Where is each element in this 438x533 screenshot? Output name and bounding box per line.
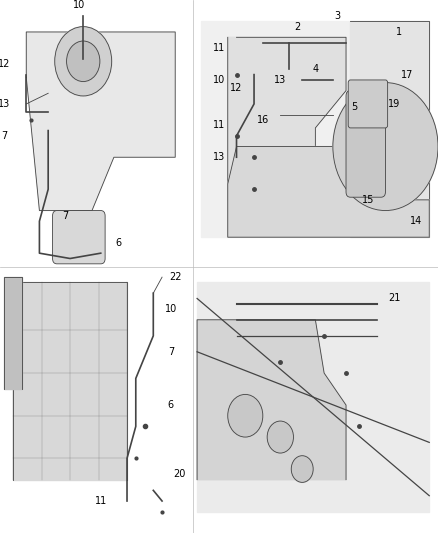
Polygon shape (228, 147, 429, 237)
Polygon shape (228, 37, 346, 200)
Polygon shape (13, 282, 127, 480)
Text: 14: 14 (410, 216, 422, 226)
Text: 6: 6 (115, 238, 121, 247)
Text: 12: 12 (0, 59, 11, 69)
Text: 7: 7 (1, 131, 7, 141)
Text: 20: 20 (173, 470, 186, 479)
Text: 11: 11 (213, 120, 225, 130)
Text: 13: 13 (213, 152, 225, 162)
Text: 11: 11 (213, 43, 225, 53)
Text: 15: 15 (362, 195, 374, 205)
FancyBboxPatch shape (346, 91, 385, 197)
Text: 4: 4 (312, 64, 318, 74)
Text: 10: 10 (213, 75, 225, 85)
Circle shape (333, 83, 438, 211)
Text: 10: 10 (73, 1, 85, 10)
Text: 21: 21 (388, 294, 400, 303)
Text: 13: 13 (274, 75, 286, 85)
Polygon shape (26, 32, 175, 211)
Text: 3: 3 (334, 11, 340, 21)
Circle shape (67, 41, 100, 82)
Polygon shape (197, 282, 429, 512)
Text: 11: 11 (95, 496, 107, 506)
Text: 19: 19 (388, 99, 400, 109)
Polygon shape (201, 21, 429, 237)
Text: 22: 22 (169, 272, 181, 282)
Circle shape (267, 421, 293, 453)
Circle shape (55, 27, 112, 96)
Text: 12: 12 (230, 83, 243, 93)
Polygon shape (197, 320, 346, 480)
FancyBboxPatch shape (348, 80, 388, 128)
Text: 17: 17 (401, 70, 413, 79)
Text: 2: 2 (295, 22, 301, 31)
Text: 7: 7 (63, 211, 69, 221)
Text: 1: 1 (396, 27, 402, 37)
Text: 6: 6 (168, 400, 174, 410)
Polygon shape (4, 277, 22, 389)
FancyBboxPatch shape (53, 211, 105, 264)
Polygon shape (350, 21, 429, 237)
Text: 16: 16 (257, 115, 269, 125)
Circle shape (291, 456, 313, 482)
Circle shape (228, 394, 263, 437)
Text: 10: 10 (165, 304, 177, 314)
Text: 7: 7 (168, 347, 174, 357)
Text: 13: 13 (0, 99, 11, 109)
Text: 5: 5 (352, 102, 358, 111)
